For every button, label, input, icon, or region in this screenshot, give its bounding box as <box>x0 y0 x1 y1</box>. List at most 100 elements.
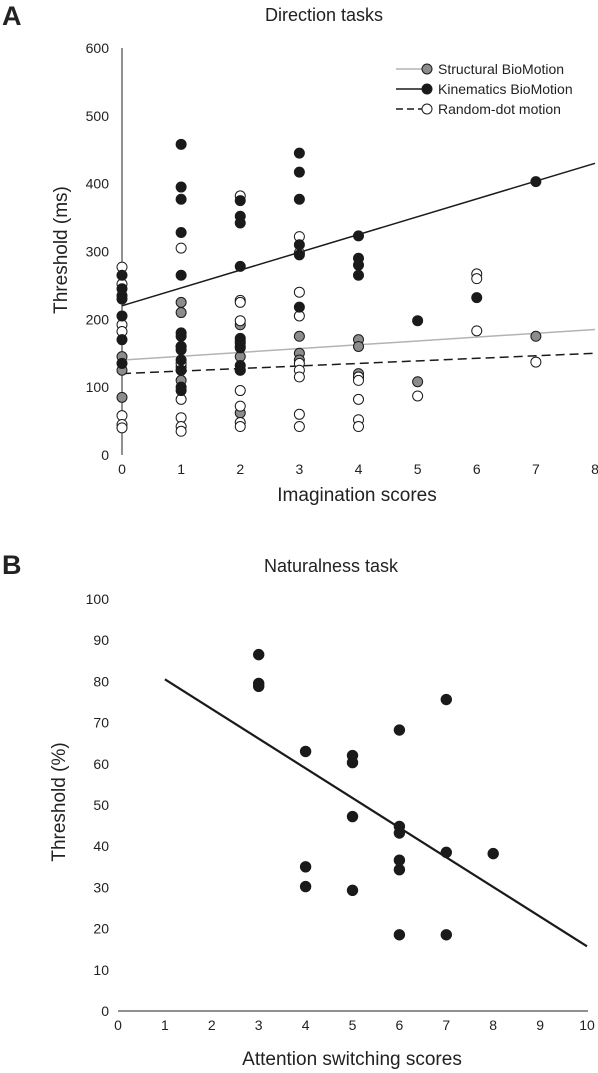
direction-point-s0-20 <box>412 376 424 388</box>
naturalness-x-tick-4: 4 <box>302 1017 310 1033</box>
naturalness-y-tick-20: 20 <box>93 921 109 937</box>
direction-point-s2-31 <box>293 421 305 433</box>
direction-point-s2-16 <box>234 296 246 308</box>
legend-item-random-dot: Random-dot motion <box>396 101 561 117</box>
direction-point-s1-9 <box>175 193 187 205</box>
naturalness-y-tick-10: 10 <box>93 962 109 978</box>
direction-x-tick-5: 5 <box>414 461 422 477</box>
direction-y-tick-100: 100 <box>86 379 110 395</box>
direction-point-s1-7 <box>175 138 187 150</box>
direction-fit-line-2 <box>121 352 596 375</box>
direction-point-s1-13 <box>175 330 187 342</box>
direction-x-tick-4: 4 <box>355 461 363 477</box>
legend-kinematics-label: Kinematics BioMotion <box>438 81 573 97</box>
direction-point-s2-34 <box>353 393 364 405</box>
naturalness-x-tick-3: 3 <box>255 1017 263 1033</box>
direction-point-s1-29 <box>293 147 305 159</box>
direction-point-s2-30 <box>293 408 305 420</box>
direction-point-s1-23 <box>234 260 246 272</box>
panel-b-letter: B <box>2 550 22 580</box>
direction-point-s2-39 <box>471 273 483 285</box>
direction-point-s1-0 <box>116 269 128 281</box>
direction-y-tick-200: 200 <box>86 311 110 327</box>
naturalness-data-points <box>253 648 499 941</box>
naturalness-y-tick-90: 90 <box>93 632 109 648</box>
naturalness-point-s0-16 <box>440 693 452 706</box>
direction-point-s1-38 <box>353 269 364 281</box>
direction-point-s1-39 <box>412 315 424 327</box>
direction-point-s1-41 <box>530 176 542 188</box>
direction-y-tick-400: 400 <box>86 176 110 192</box>
direction-point-s1-16 <box>175 354 187 366</box>
direction-point-s1-8 <box>175 181 187 193</box>
direction-point-s2-25 <box>293 286 305 298</box>
naturalness-point-s0-13 <box>393 854 406 866</box>
naturalness-point-s0-4 <box>299 861 312 873</box>
direction-point-s1-3 <box>116 293 128 305</box>
direction-data-points <box>116 138 542 437</box>
naturalness-point-s0-17 <box>440 846 452 859</box>
naturalness-y-tick-60: 60 <box>93 756 109 772</box>
direction-point-s1-22 <box>234 217 246 229</box>
naturalness-x-tick-labels: 0 1 2 3 4 5 6 7 8 9 10 <box>114 1017 595 1033</box>
naturalness-point-s0-10 <box>393 724 406 736</box>
naturalness-chart-title: Naturalness task <box>264 556 399 576</box>
direction-y-tick-300: 300 <box>86 244 110 260</box>
direction-point-s0-17 <box>353 340 364 352</box>
direction-y-tick-0: 0 <box>101 447 109 463</box>
direction-point-s2-20 <box>234 400 246 412</box>
direction-x-tick-8: 8 <box>591 461 598 477</box>
legend-structural-marker <box>421 63 433 75</box>
naturalness-y-tick-100: 100 <box>86 591 110 607</box>
direction-point-s2-33 <box>353 374 364 386</box>
legend-item-kinematics: Kinematics BioMotion <box>396 81 573 97</box>
direction-x-tick-2: 2 <box>236 461 244 477</box>
naturalness-y-tick-80: 80 <box>93 673 109 689</box>
direction-point-s0-4 <box>175 296 187 308</box>
naturalness-point-s0-9 <box>346 884 359 896</box>
naturalness-x-tick-2: 2 <box>208 1017 216 1033</box>
direction-point-s1-30 <box>293 166 305 178</box>
direction-point-s2-22 <box>234 421 246 433</box>
direction-legend: Structural BioMotion Kinematics BioMotio… <box>396 61 573 117</box>
naturalness-x-tick-6: 6 <box>396 1017 404 1033</box>
direction-point-s1-5 <box>116 334 128 346</box>
naturalness-y-tick-70: 70 <box>93 715 109 731</box>
direction-point-s2-13 <box>175 425 187 437</box>
direction-point-s1-34 <box>293 301 305 313</box>
direction-point-s0-21 <box>530 330 542 342</box>
direction-point-s1-33 <box>293 249 305 261</box>
direction-point-s0-0 <box>116 391 128 403</box>
direction-point-s1-26 <box>234 342 246 354</box>
direction-point-s2-41 <box>530 356 542 368</box>
direction-x-tick-3: 3 <box>295 461 303 477</box>
direction-x-tick-1: 1 <box>177 461 185 477</box>
naturalness-point-s0-0 <box>253 648 265 661</box>
direction-point-s2-19 <box>234 385 246 397</box>
naturalness-x-tick-10: 10 <box>579 1017 595 1033</box>
direction-point-s0-13 <box>293 330 305 342</box>
direction-point-s2-37 <box>412 390 424 402</box>
direction-point-s2-7 <box>175 242 187 254</box>
direction-point-s1-20 <box>234 195 246 207</box>
direction-point-s1-11 <box>175 269 187 281</box>
naturalness-fit-line-0 <box>164 678 588 948</box>
legend-kinematics-marker <box>421 83 433 95</box>
direction-point-s1-4 <box>116 310 128 322</box>
legend-structural-label: Structural BioMotion <box>438 61 564 77</box>
naturalness-x-tick-9: 9 <box>536 1017 544 1033</box>
direction-y-tick-600: 600 <box>86 40 110 56</box>
naturalness-x-tick-8: 8 <box>489 1017 497 1033</box>
direction-x-tick-7: 7 <box>532 461 540 477</box>
direction-point-s2-29 <box>293 371 305 383</box>
direction-point-s1-37 <box>353 259 364 271</box>
naturalness-point-s0-18 <box>440 929 452 941</box>
direction-point-s1-35 <box>353 230 364 242</box>
direction-point-s1-17 <box>175 364 187 376</box>
naturalness-point-s0-14 <box>393 863 406 876</box>
naturalness-x-tick-5: 5 <box>349 1017 357 1033</box>
direction-chart-title: Direction tasks <box>265 5 383 25</box>
naturalness-point-s0-2 <box>253 680 265 693</box>
direction-point-s1-10 <box>175 227 187 239</box>
